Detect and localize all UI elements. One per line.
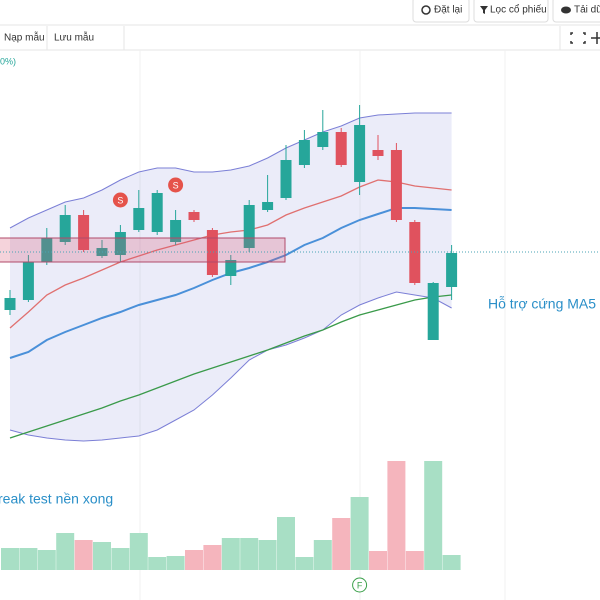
candle-body (4, 298, 16, 310)
volume-bar (111, 548, 130, 570)
signal-marker (168, 177, 184, 193)
signal-marker (112, 192, 128, 208)
volume-bar (93, 542, 111, 570)
band-line (9, 112, 452, 229)
candle-body (317, 132, 329, 147)
volume-bar (37, 550, 56, 570)
volume-bar (74, 540, 93, 570)
candle-body (133, 208, 145, 230)
tab[interactable]: Nạp mẫu (4, 31, 45, 44)
signal-label: S (173, 180, 179, 190)
download-button[interactable] (552, 0, 600, 23)
candle-body (262, 202, 274, 210)
candle-body (188, 212, 200, 220)
band-line (9, 291, 452, 442)
volume-bar (129, 533, 148, 570)
tab[interactable]: Lưu mẫu (54, 31, 94, 44)
candle-body (22, 262, 34, 300)
candle-body (114, 232, 126, 255)
volume-bar (258, 540, 277, 570)
volume-bar (442, 555, 461, 570)
ma-line (9, 294, 452, 439)
candle-body (206, 230, 218, 275)
candle-body (446, 253, 458, 287)
ma-line (9, 179, 452, 329)
candle-body (354, 125, 366, 182)
fullscreen-icon[interactable] (570, 32, 586, 44)
volume-bar (166, 556, 185, 570)
volume-bar (221, 538, 240, 570)
candle-body (280, 160, 292, 198)
cloud-icon (561, 6, 571, 14)
annotation: reak test nền xong (0, 491, 113, 507)
volume-bar (424, 461, 443, 570)
candle-body (298, 140, 310, 165)
download-label[interactable]: Tải dữ (574, 5, 600, 16)
legend-fragment: 0%) (0, 56, 16, 66)
volume-bar (56, 533, 75, 570)
volume-bar (1, 548, 19, 570)
support-zone (0, 237, 286, 263)
volume-bar (332, 518, 351, 570)
reset-label[interactable]: Đặt lại (434, 5, 462, 16)
candle-body (335, 132, 347, 165)
reset-icon (421, 5, 431, 15)
volume-bar (313, 540, 332, 570)
candle-body (243, 205, 255, 248)
volume-bar (148, 557, 167, 570)
signal-label: S (117, 195, 123, 205)
volume-bar (277, 517, 295, 570)
volume-bar (19, 548, 38, 570)
filter-icon (480, 6, 488, 14)
volume-bar (240, 538, 259, 570)
move-icon[interactable] (591, 32, 600, 44)
candle-body (151, 193, 163, 232)
volume-bar (387, 461, 406, 570)
plot: S S F (1, 105, 461, 593)
candle-body (41, 238, 53, 262)
volume-bar (185, 550, 203, 570)
filter-button[interactable] (473, 0, 549, 23)
signal-label: F (357, 580, 363, 590)
annotation: Hỗ trợ cứng MA5 (488, 296, 596, 312)
volume-bar (405, 551, 424, 570)
volume-bar (295, 557, 314, 570)
candle-body (372, 150, 384, 156)
candle-body (78, 215, 90, 250)
candle-body (390, 150, 402, 220)
volume-bar (350, 497, 369, 570)
volume-bar (203, 545, 222, 570)
candle-body (427, 283, 439, 340)
signal-marker (352, 577, 368, 593)
filter-label[interactable]: Lọc cổ phiếu (490, 4, 547, 16)
candle-body (225, 260, 237, 276)
toolbar: Đặt lại Lọc cổ phiếu Tải dữ Nạp mẫu Lưu … (0, 0, 600, 66)
candle-body (59, 215, 71, 242)
candle-body (170, 220, 182, 242)
volume-bar (369, 551, 387, 570)
